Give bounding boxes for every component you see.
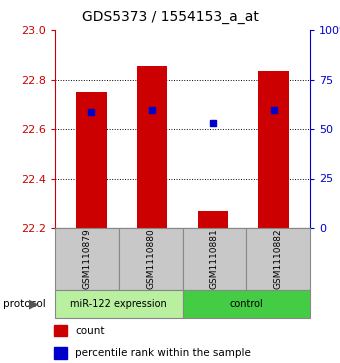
Bar bbox=[246, 228, 310, 290]
Bar bbox=[76, 92, 107, 228]
Text: ▶: ▶ bbox=[29, 298, 38, 310]
Text: percentile rank within the sample: percentile rank within the sample bbox=[75, 348, 251, 358]
Bar bbox=[137, 66, 167, 228]
Text: GDS5373 / 1554153_a_at: GDS5373 / 1554153_a_at bbox=[82, 10, 258, 24]
Bar bbox=[54, 347, 67, 359]
Bar bbox=[54, 325, 67, 336]
Bar bbox=[198, 211, 228, 228]
Bar bbox=[258, 71, 289, 228]
Bar bbox=[183, 290, 310, 318]
Text: count: count bbox=[75, 326, 105, 336]
Bar bbox=[55, 228, 119, 290]
Bar bbox=[55, 290, 183, 318]
Bar bbox=[183, 228, 246, 290]
Text: GSM1110882: GSM1110882 bbox=[274, 229, 283, 289]
Text: miR-122 expression: miR-122 expression bbox=[70, 299, 167, 309]
Bar bbox=[119, 228, 183, 290]
Text: protocol: protocol bbox=[3, 299, 46, 309]
Text: GSM1110880: GSM1110880 bbox=[146, 229, 155, 289]
Text: GSM1110881: GSM1110881 bbox=[210, 229, 219, 289]
Text: GSM1110879: GSM1110879 bbox=[82, 229, 91, 289]
Text: control: control bbox=[230, 299, 263, 309]
